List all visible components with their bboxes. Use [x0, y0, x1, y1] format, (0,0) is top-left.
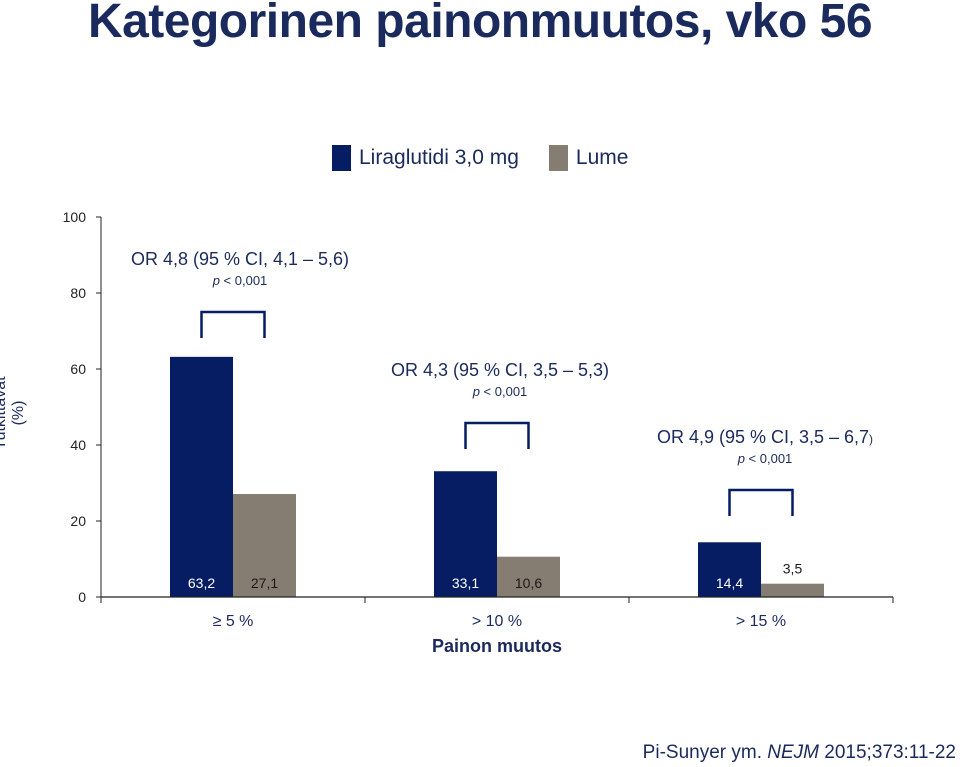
y-tick-label: 0 [78, 589, 86, 605]
y-tick-label: 80 [70, 285, 86, 301]
odds-ratio-annotation: OR 4,3 (95 % CI, 3,5 – 5,3) [391, 360, 609, 380]
legend-swatch-lume [548, 145, 568, 171]
x-tick-label: > 10 % [472, 613, 522, 630]
p-value-annotation: p < 0,001 [737, 451, 793, 466]
citation: Pi-Sunyer ym. NEJM 2015;373:11-22 [643, 742, 956, 764]
legend-label-lume: Lume [575, 146, 629, 169]
legend-item-lume: Lume [548, 145, 629, 171]
y-tick-label: 20 [70, 513, 86, 529]
data-label: 33,1 [452, 575, 479, 591]
p-value-annotation: p < 0,001 [212, 273, 268, 288]
legend-item-liraglutidi: Liraglutidi 3,0 mg [332, 145, 519, 171]
bar-liraglutidi [434, 471, 497, 597]
bar-lume [233, 494, 296, 597]
significance-bracket [464, 421, 530, 449]
data-label: 27,1 [251, 575, 278, 591]
citation-journal: NEJM [767, 742, 819, 763]
data-label: 3,5 [783, 561, 803, 577]
chart-title: Kategorinen painonmuutos, vko 56 [87, 0, 873, 48]
y-tick-label: 100 [63, 209, 87, 225]
x-tick-label: > 15 % [736, 613, 786, 630]
data-label: 14,4 [716, 575, 743, 591]
legend-swatch-liraglutidi [332, 145, 351, 171]
data-label: 63,2 [188, 575, 215, 591]
x-tick-label: ≥ 5 % [213, 613, 254, 630]
citation-author: Pi-Sunyer ym. [642, 742, 768, 763]
y-tick-label: 60 [70, 361, 86, 377]
significance-bracket [728, 488, 794, 516]
odds-ratio-annotation: OR 4,8 (95 % CI, 4,1 – 5,6) [131, 249, 349, 269]
significance-bracket [200, 310, 266, 338]
odds-ratio-annotation: OR 4,9 (95 % CI, 3,5 – 6,7) [657, 427, 873, 447]
bar-liraglutidi [698, 542, 761, 597]
legend: Liraglutidi 3,0 mg Lume [332, 145, 658, 171]
legend-label-liraglutidi: Liraglutidi 3,0 mg [359, 146, 519, 169]
x-axis-label: Painon muutos [432, 636, 562, 656]
bar-lume [761, 583, 824, 597]
citation-rest: 2015;373:11-22 [819, 742, 956, 763]
bar-liraglutidi [170, 356, 233, 597]
bar-lume [497, 556, 560, 597]
p-value-annotation: p < 0,001 [472, 384, 528, 399]
data-label: 10,6 [515, 575, 542, 591]
y-tick-label: 40 [70, 437, 86, 453]
